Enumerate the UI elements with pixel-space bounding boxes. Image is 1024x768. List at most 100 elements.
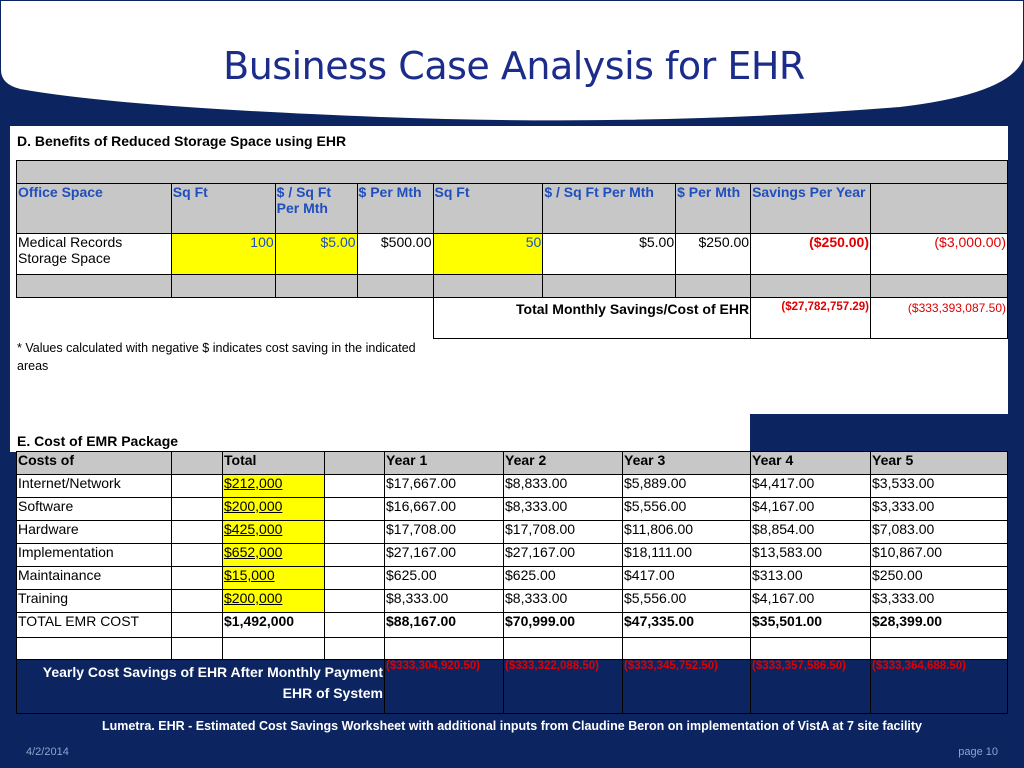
table-cell: $4,167.00 [750, 589, 871, 613]
savings-value: ($333,345,752.50) [622, 659, 751, 714]
header-banner [0, 0, 1024, 123]
section-e-title-panel [10, 412, 750, 452]
emr-cost-table: Costs of Total Year 1 Year 2 Year 3 Year… [16, 451, 1008, 714]
total-monthly-label: Total Monthly Savings/Cost of EHR [432, 297, 752, 339]
table-cell: $250.00 [870, 566, 1008, 590]
table-cell: $8,833.00 [503, 474, 623, 498]
table-cell: $27,167.00 [384, 543, 504, 567]
table-cell: $10,867.00 [870, 543, 1008, 567]
table-cell: $28,399.00 [870, 612, 1008, 638]
table-cell: 50 [432, 233, 544, 275]
savings-value: ($333,322,088.50) [503, 659, 623, 714]
col-header: $ / Sq Ft Per Mth [542, 183, 677, 234]
col-header: Office Space [16, 183, 172, 234]
col-header: $ / Sq Ft Per Mth [274, 183, 358, 234]
col-header [870, 183, 1008, 234]
table-cell: $17,667.00 [384, 474, 504, 498]
table-cell: $500.00 [356, 233, 434, 275]
col-header: Costs of [16, 451, 172, 475]
table-cell: $200,000 [222, 497, 325, 521]
table-cell: ($250.00) [750, 233, 872, 275]
table-cell: $70,999.00 [503, 612, 623, 638]
table-cell: $5,556.00 [622, 497, 751, 521]
table-cell: Software [16, 497, 172, 521]
section-d-title: D. Benefits of Reduced Storage Space usi… [17, 133, 347, 149]
table-cell: $250.00 [675, 233, 752, 275]
table-cell: Internet/Network [16, 474, 172, 498]
table-cell: $625.00 [384, 566, 504, 590]
col-header: Year 4 [750, 451, 871, 475]
table-cell: Hardware [16, 520, 172, 544]
col-header: Year 1 [384, 451, 504, 475]
col-header: Year 3 [622, 451, 751, 475]
table-cell: $212,000 [222, 474, 325, 498]
storage-table: Office Space Sq Ft $ / Sq Ft Per Mth $ P… [16, 160, 1008, 339]
table-row: Hardware $425,000 $17,708.00 $17,708.00 $11,… [16, 520, 1008, 544]
col-header [324, 451, 385, 475]
table-cell: $1,492,000 [222, 612, 325, 638]
savings-value: ($333,364,688.50) [870, 659, 1008, 714]
table-cell: $17,708.00 [384, 520, 504, 544]
savings-row: Yearly Cost Savings of EHR After Monthly… [16, 659, 1008, 714]
table-cell: ($3,000.00) [870, 233, 1008, 275]
table-cell: $5,889.00 [622, 474, 751, 498]
savings-value: ($333,304,920.50) [384, 659, 504, 714]
table-cell: TOTAL EMR COST [16, 612, 172, 638]
table-cell: $3,333.00 [870, 589, 1008, 613]
table-cell: Maintainance [16, 566, 172, 590]
note-text: * Values calculated with negative $ indi… [17, 341, 416, 373]
table-row: Internet/Network $212,000 $17,667.00 $8,833… [16, 474, 1008, 498]
col-header: Year 2 [503, 451, 623, 475]
total-row: TOTAL EMR COST $1,492,000 $88,167.00 $70… [16, 612, 1008, 638]
table-cell: $8,333.00 [503, 589, 623, 613]
table-cell: $27,167.00 [503, 543, 623, 567]
table-cell: $4,417.00 [750, 474, 871, 498]
table-row: Training $200,000 $8,333.00 $8,333.00 $5,556… [16, 589, 1008, 613]
total-yearly-value: ($333,393,087.50) [870, 297, 1008, 339]
table-cell: $8,854.00 [750, 520, 871, 544]
table-row: Implementation $652,000 $27,167.00 $27,167.… [16, 543, 1008, 567]
table-cell: $11,806.00 [622, 520, 751, 544]
table-cell: $625.00 [503, 566, 623, 590]
col-header: $ Per Mth [356, 183, 434, 234]
table-row: Medical Records Storage Space 100 $5.00 … [16, 233, 1008, 275]
table-cell: $200,000 [222, 589, 325, 613]
table-cell: Medical Records Storage Space [16, 233, 172, 275]
table-cell: $313.00 [750, 566, 871, 590]
total-monthly-value: ($27,782,757.29) [750, 297, 872, 339]
table-cell: $8,333.00 [384, 589, 504, 613]
table-header-row: Costs of Total Year 1 Year 2 Year 3 Year… [16, 451, 1008, 475]
table-cell: $5.00 [542, 233, 677, 275]
footer-page: page 10 [958, 746, 998, 758]
table-cell: $4,167.00 [750, 497, 871, 521]
table-row [16, 274, 1008, 298]
col-header: Year 5 [870, 451, 1008, 475]
table-cell: $16,667.00 [384, 497, 504, 521]
table-row [16, 160, 1008, 184]
table-cell: $5.00 [274, 233, 358, 275]
table-cell: $17,708.00 [503, 520, 623, 544]
table-cell: $13,583.00 [750, 543, 871, 567]
table-cell: $652,000 [222, 543, 325, 567]
table-row: Total Monthly Savings/Cost of EHR ($27,7… [16, 297, 1008, 339]
col-header [171, 451, 223, 475]
table-cell: $15,000 [222, 566, 325, 590]
table-cell: $5,556.00 [622, 589, 751, 613]
table-row: Maintainance $15,000 $625.00 $625.00 $417.00… [16, 566, 1008, 590]
table-cell: Training [16, 589, 172, 613]
col-header: $ Per Mth [675, 183, 752, 234]
col-header: Sq Ft [432, 183, 544, 234]
caption: Lumetra. EHR - Estimated Cost Savings Wo… [101, 719, 923, 733]
col-header: Sq Ft [170, 183, 276, 234]
table-cell: 100 [170, 233, 276, 275]
table-cell: $425,000 [222, 520, 325, 544]
table-cell: $47,335.00 [622, 612, 751, 638]
table-cell: $18,111.00 [622, 543, 751, 567]
footer-date: 4/2/2014 [26, 746, 69, 758]
savings-value: ($333,357,586.50) [750, 659, 871, 714]
col-header: Savings Per Year [750, 183, 872, 234]
table-cell: $88,167.00 [384, 612, 504, 638]
table-header-row: Office Space Sq Ft $ / Sq Ft Per Mth $ P… [16, 183, 1008, 234]
section-e-title: E. Cost of EMR Package [17, 433, 179, 449]
table-cell: $3,333.00 [870, 497, 1008, 521]
